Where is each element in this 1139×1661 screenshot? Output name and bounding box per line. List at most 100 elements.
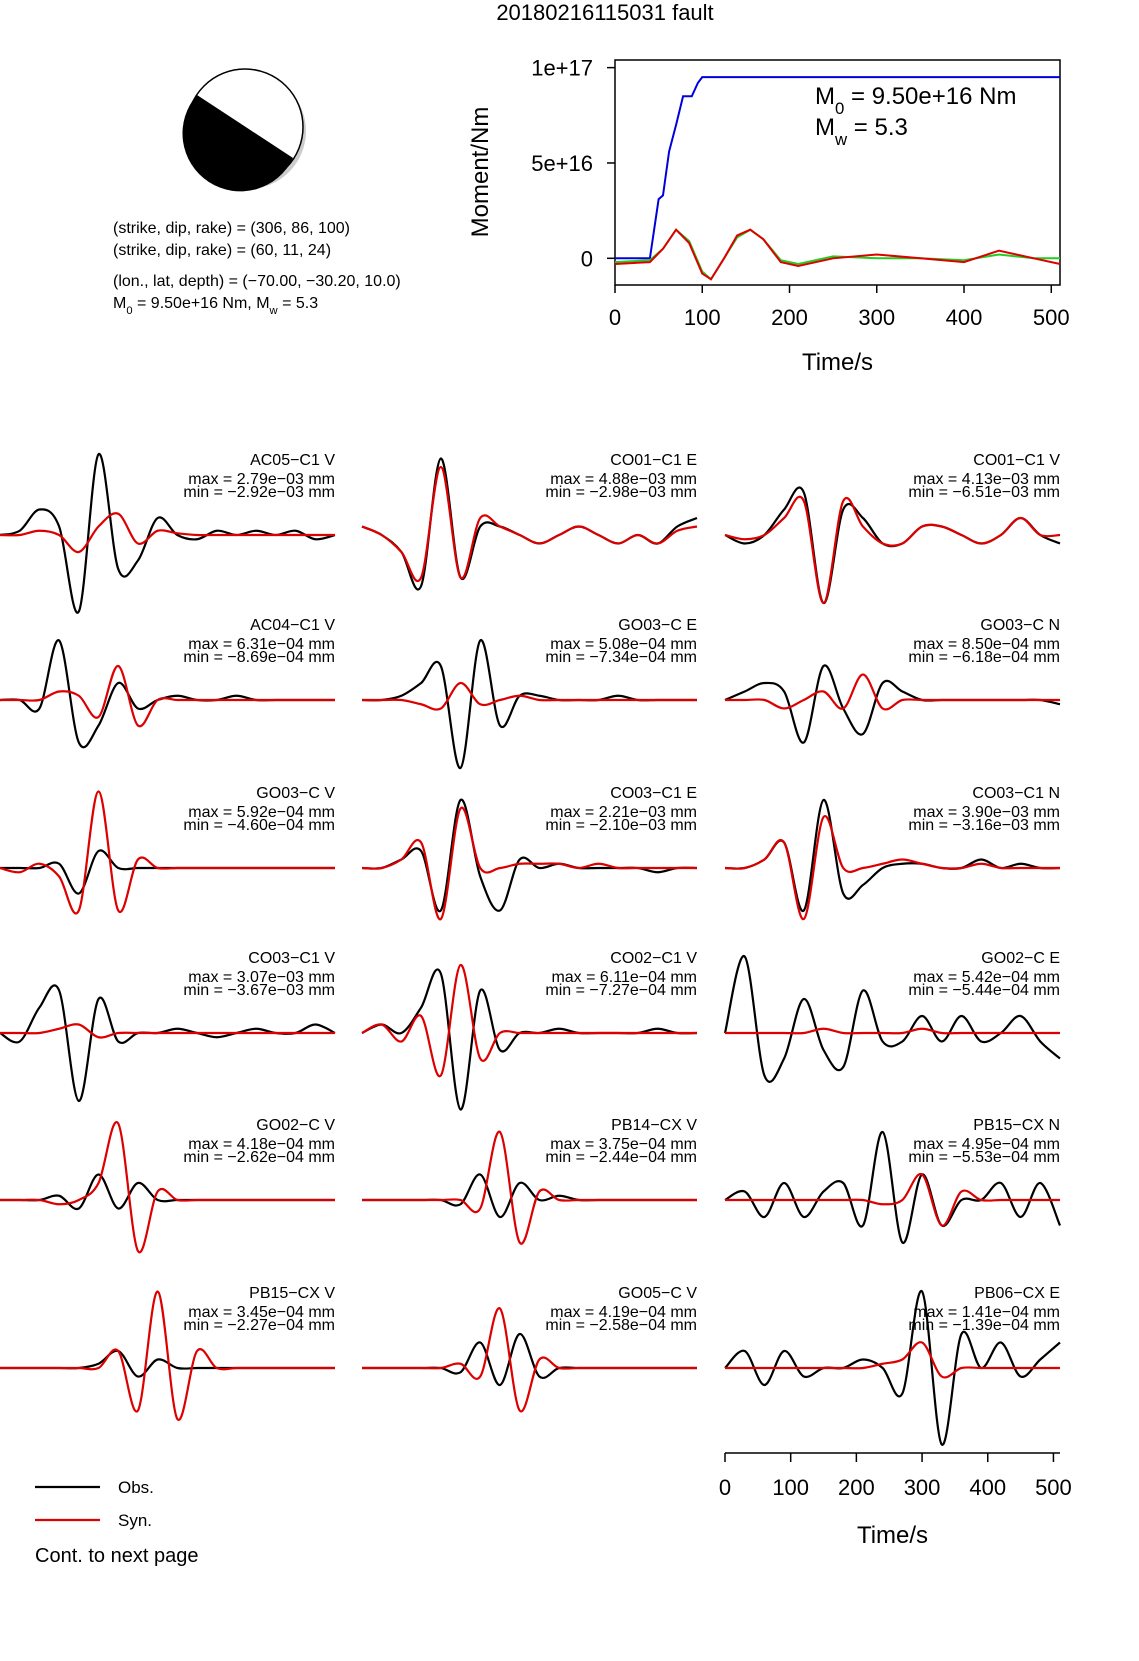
min-label: min = −2.44e−04 mm — [545, 1149, 697, 1166]
min-label: min = −2.10e−03 mm — [545, 817, 697, 834]
max-label: max = 8.50e−04 mm — [913, 636, 1060, 653]
x-tick-label: 100 — [772, 1475, 809, 1500]
min-label: min = −2.62e−04 mm — [183, 1149, 335, 1166]
station-label: CO03−C1 V — [248, 950, 335, 967]
max-label: max = 3.07e−03 mm — [188, 969, 335, 986]
x-tick-label: 300 — [858, 305, 895, 330]
text-part: = 5.3 — [847, 114, 908, 141]
station-label: AC05−C1 V — [250, 452, 335, 469]
annotation: M0 = 9.50e+16 Nm — [815, 83, 1016, 118]
plot-frame — [614, 59, 1061, 286]
max-label: max = 3.75e−04 mm — [550, 1136, 697, 1153]
min-label: min = −4.60e−04 mm — [183, 817, 335, 834]
station-label: CO03−C1 E — [610, 785, 697, 802]
waveform — [0, 1120, 335, 1254]
subscript: w — [269, 305, 279, 317]
max-label: max = 4.95e−04 mm — [913, 1136, 1060, 1153]
max-label: max = 3.90e−03 mm — [913, 804, 1060, 821]
station-label: AC04−C1 V — [250, 617, 335, 634]
x-axis-label: Time/s — [802, 349, 873, 376]
max-label: max = 5.08e−04 mm — [550, 636, 697, 653]
legend: Obs. Syn. — [35, 1478, 154, 1530]
x-tick-label: 300 — [904, 1475, 941, 1500]
text-part: = 9.50e+16 Nm, M — [133, 295, 270, 312]
title: 20180216115031 fault — [496, 0, 713, 25]
min-label: min = −2.27e−04 mm — [183, 1317, 335, 1334]
x-tick-label: 200 — [771, 305, 808, 330]
max-label: max = 2.21e−03 mm — [550, 804, 697, 821]
annotation: Mw = 5.3 — [815, 114, 908, 149]
mechanism-line: (strike, dip, rake) = (306, 86, 100) — [113, 220, 350, 237]
text-part: = 9.50e+16 Nm — [844, 83, 1016, 110]
min-label: min = −3.16e−03 mm — [908, 817, 1060, 834]
max-label: max = 6.11e−04 mm — [551, 969, 697, 986]
x-tick-label: 100 — [684, 305, 721, 330]
waveform — [361, 1307, 697, 1413]
waveform — [724, 1290, 1061, 1446]
x-tick-label: 200 — [838, 1475, 875, 1500]
waveform — [361, 465, 698, 582]
min-label: min = −2.58e−04 mm — [545, 1317, 697, 1334]
text-part: M — [113, 295, 126, 312]
waveform — [361, 1130, 697, 1245]
max-label: max = 4.13e−03 mm — [913, 471, 1060, 488]
subscript: w — [834, 130, 848, 149]
waveform — [361, 1173, 697, 1219]
moment-line — [615, 76, 1060, 260]
subscript: 0 — [126, 305, 132, 317]
mechanism-line: (lon., lat, depth) = (−70.00, −30.20, 10… — [113, 273, 401, 290]
station-label: CO02−C1 V — [610, 950, 697, 967]
moment-line — [614, 228, 1061, 281]
x-tick-label: 400 — [946, 305, 983, 330]
max-label: max = 1.41e−04 mm — [913, 1304, 1060, 1321]
station-label: PB14−CX V — [611, 1117, 697, 1134]
waveform — [724, 1130, 1062, 1244]
y-tick-label: 5e+16 — [531, 151, 593, 176]
moment-line — [614, 228, 1060, 281]
station-label: PB06−CX E — [974, 1285, 1060, 1302]
x-tick-label: 0 — [719, 1475, 731, 1500]
min-label: min = −7.27e−04 mm — [545, 982, 697, 999]
station-label: GO03−C N — [980, 617, 1060, 634]
min-label: min = −2.98e−03 mm — [545, 484, 697, 501]
station-label: CO03−C1 N — [972, 785, 1060, 802]
min-label: min = −1.39e−04 mm — [908, 1317, 1060, 1334]
y-tick-label: 0 — [581, 246, 593, 271]
waveform — [724, 1341, 1060, 1379]
text-part: M — [815, 83, 835, 110]
station-label: GO02−C V — [256, 1117, 335, 1134]
station-label: GO03−C V — [256, 785, 335, 802]
mechanism-moment: M0 = 9.50e+16 Nm, Mw = 5.3 — [113, 295, 318, 317]
waveform — [361, 1332, 697, 1387]
x-axis-label: Time/s — [857, 1522, 928, 1549]
footer: Cont. to next page — [35, 1545, 198, 1567]
station-label: GO03−C E — [618, 617, 697, 634]
text-part: M — [815, 114, 835, 141]
max-label: max = 2.79e−03 mm — [188, 471, 335, 488]
min-label: min = −2.92e−03 mm — [183, 484, 335, 501]
waveform — [361, 806, 697, 921]
min-label: min = −6.18e−04 mm — [908, 649, 1060, 666]
y-tick-label: 1e+17 — [531, 56, 593, 81]
x-tick-label: 500 — [1035, 1475, 1072, 1500]
waveform — [0, 1023, 335, 1039]
min-label: min = −6.51e−03 mm — [908, 484, 1060, 501]
mechanism-line: (strike, dip, rake) = (60, 11, 24) — [113, 242, 331, 259]
min-label: min = −3.67e−03 mm — [183, 982, 335, 999]
legend-label: Syn. — [118, 1511, 152, 1530]
station-label: GO02−C E — [981, 950, 1060, 967]
waveform — [361, 963, 697, 1078]
